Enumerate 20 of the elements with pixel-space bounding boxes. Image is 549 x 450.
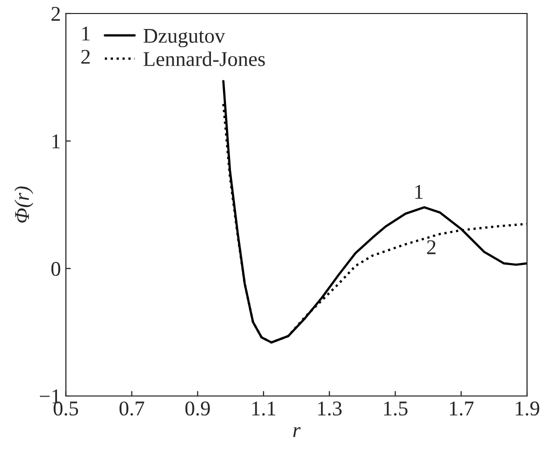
x-tick-label: 0.5	[54, 401, 78, 416]
y-tick-label: 0	[51, 262, 60, 276]
y-tick-label: −1	[40, 389, 60, 404]
annotation: 1	[415, 184, 423, 199]
x-tick-label: 1.1	[252, 402, 276, 416]
y-tick-label: 2	[52, 6, 60, 21]
x-tick-label: 0.7	[120, 401, 144, 416]
text: 1	[82, 26, 90, 40]
text: 2	[81, 50, 90, 64]
legend-label: Lennard-Jones	[144, 51, 265, 66]
x-tick-label: 1.7	[450, 402, 474, 416]
x-tick-label: 1.3	[318, 402, 342, 416]
x-tick-label: 1.5	[384, 402, 408, 416]
annotation: 2	[427, 240, 436, 254]
x-tick-label: 1.9	[516, 402, 540, 416]
x-axis-title: r	[293, 427, 301, 437]
y-axis-title: Φ(r)	[14, 186, 34, 223]
x-tick-label: 0.9	[185, 401, 210, 416]
legend-label: Dzugutov	[144, 29, 226, 48]
y-tick-label: 1	[52, 134, 60, 148]
